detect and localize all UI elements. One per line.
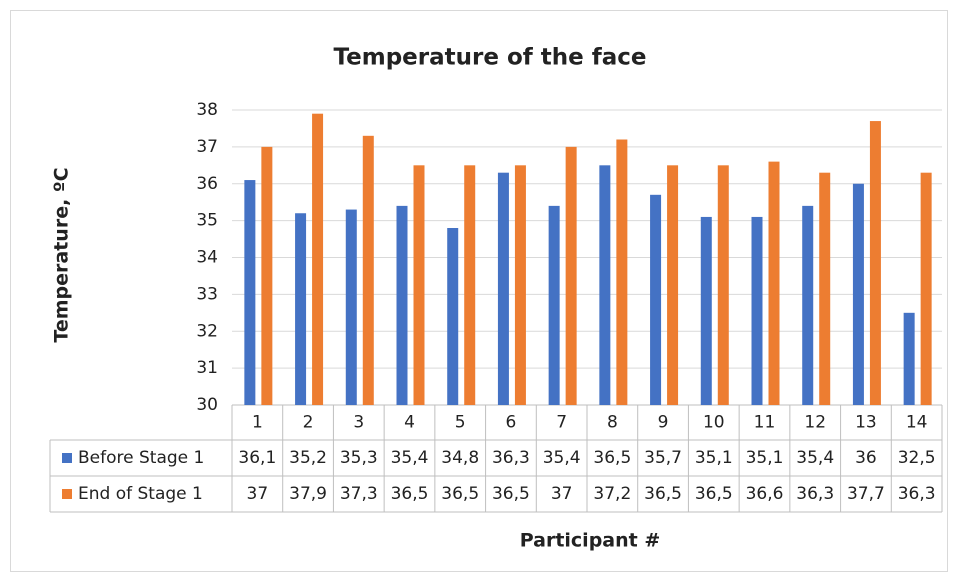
bar: [920, 172, 932, 405]
data-label: 36,3: [898, 484, 936, 504]
bar: [514, 165, 526, 405]
data-label: 37,2: [593, 484, 631, 504]
data-label: 35,4: [796, 448, 834, 468]
bar: [869, 121, 881, 405]
x-tick-label: 7: [556, 413, 567, 433]
x-tick-label: 13: [855, 413, 877, 433]
x-tick-label: 11: [754, 413, 776, 433]
y-tick-label: 35: [196, 211, 218, 231]
legend-swatch: [62, 453, 72, 463]
bar: [396, 205, 408, 405]
bar: [345, 209, 357, 405]
data-label: 37: [247, 484, 269, 504]
data-label: 35,7: [644, 448, 682, 468]
bar: [447, 228, 459, 405]
y-tick-label: 31: [196, 358, 218, 378]
y-tick-label: 33: [196, 284, 218, 304]
x-tick-label: 12: [804, 413, 826, 433]
chart-border: [10, 10, 948, 572]
bar: [700, 216, 712, 405]
data-label: 36,1: [238, 448, 276, 468]
legend-swatch: [62, 489, 72, 499]
data-label: 36,3: [492, 448, 530, 468]
chart-title: Temperature of the face: [334, 45, 647, 71]
bar: [717, 165, 729, 405]
bar: [312, 113, 324, 405]
bar: [802, 205, 814, 405]
data-label: 36,5: [441, 484, 479, 504]
x-tick-label: 9: [658, 413, 669, 433]
data-label: 35,4: [543, 448, 581, 468]
data-label: 36,6: [746, 484, 784, 504]
data-label: 36,5: [492, 484, 530, 504]
bar: [751, 216, 763, 405]
bar: [362, 135, 374, 405]
y-tick-label: 34: [196, 248, 218, 268]
bar: [852, 183, 864, 405]
bar: [295, 213, 307, 405]
bar: [261, 146, 273, 405]
data-label: 37: [551, 484, 573, 504]
data-label: 37,7: [847, 484, 885, 504]
x-tick-label: 4: [404, 413, 415, 433]
data-label: 35,1: [746, 448, 784, 468]
bar: [616, 139, 628, 405]
bar: [244, 180, 256, 405]
y-tick-label: 36: [196, 174, 218, 194]
x-axis-label: Participant #: [520, 530, 661, 552]
x-tick-label: 2: [303, 413, 314, 433]
x-tick-label: 14: [906, 413, 928, 433]
bar: [565, 146, 577, 405]
data-label: 34,8: [441, 448, 479, 468]
data-label: 36: [855, 448, 877, 468]
bar: [497, 172, 509, 405]
data-label: 35,2: [289, 448, 327, 468]
data-label: 32,5: [898, 448, 936, 468]
y-tick-label: 38: [196, 100, 218, 120]
x-tick-label: 6: [506, 413, 517, 433]
legend-label: End of Stage 1: [78, 484, 203, 504]
y-tick-label: 30: [196, 395, 218, 415]
data-label: 37,9: [289, 484, 327, 504]
data-label: 36,5: [695, 484, 733, 504]
bar: [413, 165, 425, 405]
data-label: 36,5: [391, 484, 429, 504]
bar: [599, 165, 611, 405]
data-label: 35,4: [391, 448, 429, 468]
x-tick-label: 8: [607, 413, 618, 433]
bar: [768, 161, 780, 405]
data-label: 35,3: [340, 448, 378, 468]
bar: [667, 165, 679, 405]
bar: [548, 205, 560, 405]
data-label: 35,1: [695, 448, 733, 468]
bar: [819, 172, 831, 405]
y-axis-label: Temperature, ºC: [51, 167, 73, 342]
x-tick-label: 5: [455, 413, 466, 433]
data-label: 36,5: [593, 448, 631, 468]
x-tick-label: 1: [252, 413, 263, 433]
bar: [903, 312, 915, 405]
y-tick-label: 37: [196, 137, 218, 157]
x-tick-label: 10: [703, 413, 725, 433]
data-label: 36,3: [796, 484, 834, 504]
data-label: 36,5: [644, 484, 682, 504]
legend-label: Before Stage 1: [78, 448, 204, 468]
y-tick-label: 32: [196, 321, 218, 341]
x-tick-label: 3: [353, 413, 364, 433]
bar: [650, 194, 662, 405]
data-label: 37,3: [340, 484, 378, 504]
bar: [464, 165, 476, 405]
